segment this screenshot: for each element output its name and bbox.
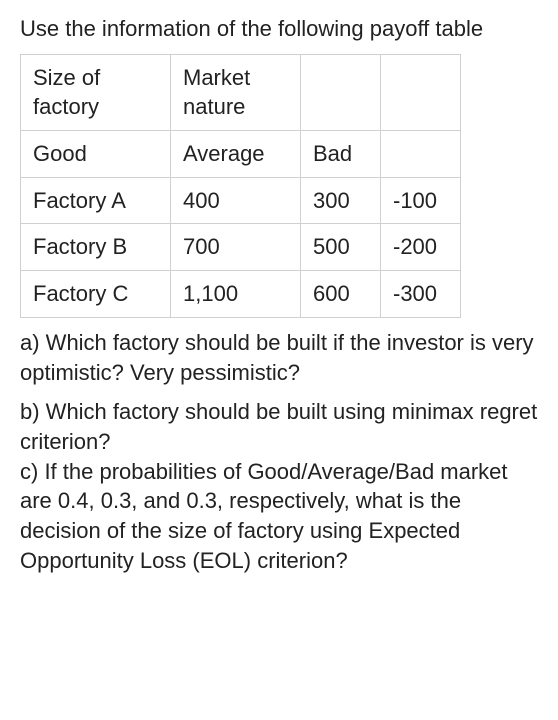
cell-value: 300 xyxy=(301,177,381,224)
table-row: Factory C 1,100 600 -300 xyxy=(21,271,461,318)
table-row: Factory A 400 300 -100 xyxy=(21,177,461,224)
table-row: Size of factory Market nature xyxy=(21,54,461,130)
cell-average: Average xyxy=(171,131,301,178)
table-row: Good Average Bad xyxy=(21,131,461,178)
cell-good: Good xyxy=(21,131,171,178)
cell-value: 500 xyxy=(301,224,381,271)
cell-value: 400 xyxy=(171,177,301,224)
cell-value: -200 xyxy=(381,224,461,271)
question-c-line1: c) If the probabilities of Good/Average/… xyxy=(20,457,538,516)
cell-value: 600 xyxy=(301,271,381,318)
cell-value: -100 xyxy=(381,177,461,224)
cell-value: 700 xyxy=(171,224,301,271)
cell-factory-a: Factory A xyxy=(21,177,171,224)
cell-empty xyxy=(301,54,381,130)
payoff-table: Size of factory Market nature Good Avera… xyxy=(20,54,461,318)
table-row: Factory B 700 500 -200 xyxy=(21,224,461,271)
question-a: a) Which factory should be built if the … xyxy=(20,328,538,387)
cell-value: 1,100 xyxy=(171,271,301,318)
cell-factory-b: Factory B xyxy=(21,224,171,271)
question-b: b) Which factory should be built using m… xyxy=(20,397,538,456)
cell-market-nature: Market nature xyxy=(171,54,301,130)
cell-size-of-factory: Size of factory xyxy=(21,54,171,130)
cell-bad: Bad xyxy=(301,131,381,178)
cell-empty xyxy=(381,54,461,130)
question-page: Use the information of the following pay… xyxy=(0,0,558,585)
cell-value: -300 xyxy=(381,271,461,318)
cell-empty xyxy=(381,131,461,178)
intro-text: Use the information of the following pay… xyxy=(20,14,538,44)
cell-factory-c: Factory C xyxy=(21,271,171,318)
question-c-line2: decision of the size of factory using Ex… xyxy=(20,516,538,575)
